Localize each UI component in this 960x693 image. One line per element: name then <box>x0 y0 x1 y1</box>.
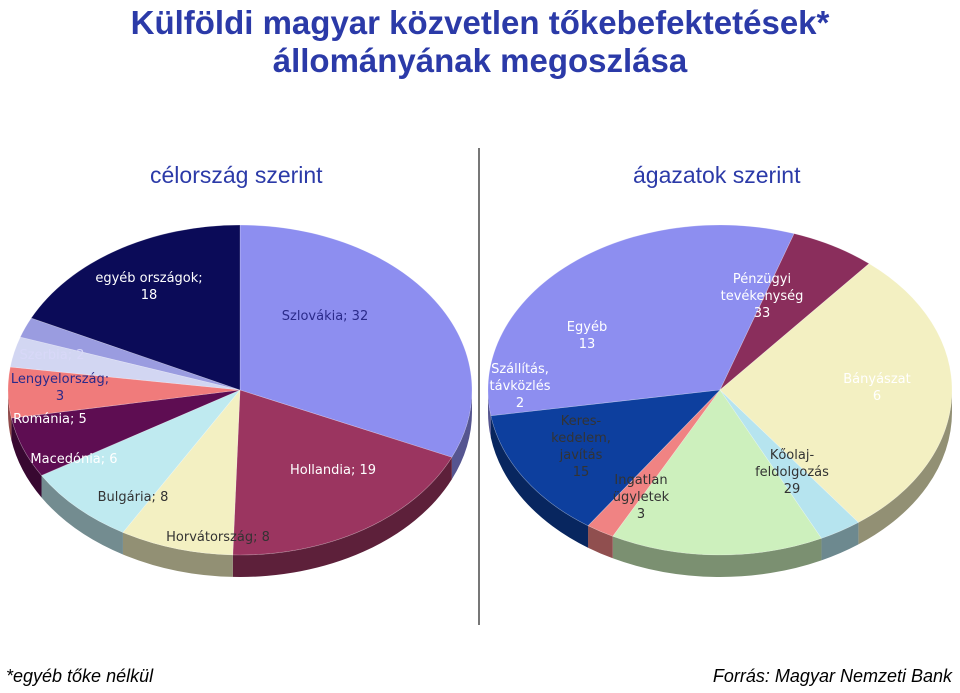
slice-label-bulgaria: Bulgária; 8 <box>98 490 169 505</box>
pie-depth-ingatlan-ugyletek <box>821 522 859 561</box>
slice-label-egyeb: Egyéb 13 <box>567 320 607 352</box>
slice-label-line: Ingatlan <box>614 473 667 488</box>
slice-label-line: Románia; 5 <box>13 412 87 427</box>
pie-depth-egyeb <box>490 415 589 548</box>
pie-slice-koolaj-feldolgozas <box>719 263 953 523</box>
slice-label-line: Macedónia; 6 <box>30 452 117 467</box>
pie-depth-kereskedelem-javitas <box>612 536 822 577</box>
pie-slice-hollandia <box>232 389 453 556</box>
page-title: Külföldi magyar közvetlen tőkebefektetés… <box>0 4 960 80</box>
pie-slice-kereskedelem-javitas <box>612 389 822 556</box>
pie-slice-romania <box>7 366 241 419</box>
pie-depth <box>8 390 472 577</box>
slice-label-line: 18 <box>141 288 158 303</box>
pie-depth-koolaj-feldolgozas <box>858 390 952 545</box>
pie-depth-szallitas-tavkozles <box>588 525 613 559</box>
pie-depth <box>488 390 952 577</box>
slice-label-hollandia: Hollandia; 19 <box>290 463 376 478</box>
slice-label-szerbia: Szerbia; 2 <box>19 348 84 363</box>
pie-slice-szlovakia <box>239 224 473 458</box>
pie-slice-horvatorszag <box>122 389 241 556</box>
slice-label-szallitas-tavkozles: Szállítás, távközlés 2 <box>490 362 551 411</box>
slice-label-line: Hollandia; 19 <box>290 463 376 478</box>
slice-label-egyeb-orszagok: egyéb országok; 18 <box>95 271 202 303</box>
slice-label-ingatlan-ugyletek: Ingatlan ügyletek 3 <box>613 473 670 522</box>
pie-depth-szlovakia <box>451 390 472 480</box>
pie-slice-banyaszat <box>719 233 870 391</box>
pie-depth-penzugyi-tevekenyseg <box>488 390 491 438</box>
slice-label-line: Lengyelország; <box>11 372 109 387</box>
pie-slice-lengyelorszag <box>9 336 241 391</box>
slice-label-line: 6 <box>873 389 881 404</box>
slice-label-line: feldolgozás <box>755 465 829 480</box>
pie-depth-macedonia <box>11 418 42 498</box>
slice-label-line: 2 <box>516 396 524 411</box>
pie-slice-egyeb-orszagok <box>30 224 241 391</box>
slice-label-line: egyéb országok; <box>95 271 202 286</box>
slice-label-line: ügyletek <box>613 490 670 505</box>
right-chart-title: ágazatok szerint <box>633 162 801 188</box>
slice-label-horvatorszag: Horvátország; 8 <box>166 530 270 545</box>
pie-slice-penzugyi-tevekenyseg <box>487 224 795 417</box>
slice-label-line: Egyéb <box>567 320 607 335</box>
slice-label-line: Pénzügyi <box>733 272 791 287</box>
left-chart-title: célország szerint <box>150 162 323 188</box>
chart-divider <box>478 148 480 625</box>
slice-label-line: távközlés <box>490 379 551 394</box>
slice-label-line: 29 <box>784 482 801 497</box>
pie-depth-hollandia <box>232 457 452 577</box>
pie-chart-agazatok: Pénzügyi tevékenység 33 Bányászat 6 Kőolaj-fe… <box>487 224 953 577</box>
pie-depth-romania <box>8 390 12 441</box>
source-note: Forrás: Magyar Nemzeti Bank <box>712 666 952 686</box>
slice-label-line: Bányászat <box>843 372 910 387</box>
slice-label-romania: Románia; 5 <box>13 412 87 427</box>
slice-label-line: 3 <box>56 389 64 404</box>
footnote: *egyéb tőke nélkül <box>6 666 154 686</box>
pie-slice-ingatlan-ugyletek <box>719 389 859 539</box>
title-line-1: Külföldi magyar közvetlen tőkebefektetés… <box>130 4 830 41</box>
pie-chart-celorszag: Szlovákia; 32 Hollandia; 19 Horvátország; … <box>7 224 473 577</box>
slice-label-line: 15 <box>573 465 590 480</box>
slice-label-lengyelorszag: Lengyelország; 3 <box>11 372 109 404</box>
pie-slice-szallitas-tavkozles <box>587 389 721 537</box>
pie-slice-macedonia <box>11 389 241 476</box>
slice-label-line: Szállítás, <box>491 362 549 377</box>
pie-slice-egyeb <box>490 389 721 527</box>
slice-label-line: Szerbia; 2 <box>19 348 84 363</box>
title-line-2: állományának megoszlása <box>272 42 688 79</box>
slice-label-line: javítás <box>559 448 603 463</box>
slice-label-line: 3 <box>637 507 645 522</box>
slice-label-kereskedelem-javitas: Keres-kedelem, javítás 15 <box>551 414 611 480</box>
pie-depth-bulgaria <box>41 475 123 555</box>
pie-slice-bulgaria <box>41 389 241 533</box>
slice-label-line: Horvátország; 8 <box>166 530 270 545</box>
slice-label-macedonia: Macedónia; 6 <box>30 452 117 467</box>
slice-label-line: tevékenység <box>721 289 804 304</box>
slice-label-line: Bulgária; 8 <box>98 490 169 505</box>
slice-label-koolaj-feldolgozas: Kőolaj-feldolgozás 29 <box>755 448 829 497</box>
slice-label-banyaszat: Bányászat 6 <box>843 372 910 404</box>
slice-label-szlovakia: Szlovákia; 32 <box>282 309 368 324</box>
slice-label-line: Keres- <box>561 414 602 429</box>
slice-label-line: 13 <box>579 337 596 352</box>
slice-label-line: kedelem, <box>551 431 611 446</box>
slice-label-line: Kőolaj- <box>770 448 815 463</box>
pie-depth-horvatorszag <box>122 532 233 577</box>
slice-label-line: 33 <box>754 306 771 321</box>
slice-label-line: Szlovákia; 32 <box>282 309 368 324</box>
pie-slice-szerbia <box>19 317 241 391</box>
slice-label-penzugyi-tevekenyseg: Pénzügyi tevékenység 33 <box>721 272 804 321</box>
